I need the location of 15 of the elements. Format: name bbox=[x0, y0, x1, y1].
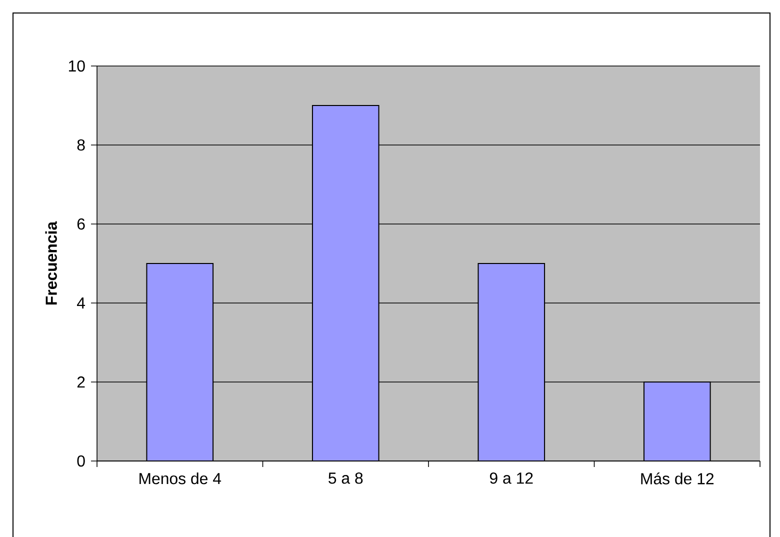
x-tick-label: 9 a 12 bbox=[490, 472, 533, 484]
y-axis-title: Frecuencia bbox=[45, 221, 57, 305]
y-tick-label: 6 bbox=[77, 218, 85, 230]
bar bbox=[478, 262, 546, 461]
x-tick-label: Menos de 4 bbox=[140, 472, 222, 484]
bar bbox=[146, 262, 214, 461]
y-tick-label: 10 bbox=[68, 60, 85, 72]
y-tick-label: 2 bbox=[77, 376, 85, 388]
y-tick-label: 8 bbox=[77, 139, 85, 151]
x-tick-label: 5 a 8 bbox=[328, 472, 363, 484]
y-tick-label: 0 bbox=[77, 455, 85, 467]
y-tick-label: 4 bbox=[76, 298, 86, 308]
bar bbox=[312, 104, 380, 461]
x-tick-label: Más de 12 bbox=[641, 472, 714, 484]
bar bbox=[643, 381, 711, 461]
